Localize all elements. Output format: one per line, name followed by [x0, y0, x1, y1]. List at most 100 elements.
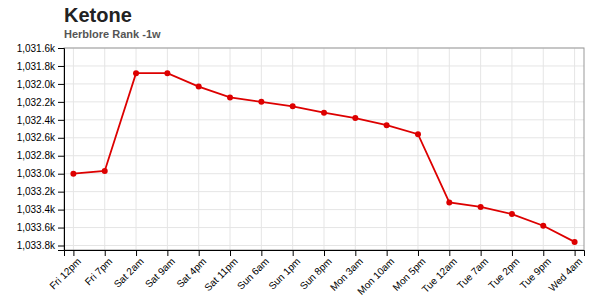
- point: [196, 84, 202, 90]
- y-tick: 1,033.2k: [17, 186, 64, 197]
- x-tick-label: Sat 2am: [112, 256, 146, 290]
- x-tick-label: Fri 12pm: [47, 256, 83, 292]
- grid-line: [198, 48, 199, 250]
- y-tick-label: 1,032.2k: [17, 97, 56, 108]
- y-tick-label: 1,033.4k: [17, 204, 56, 215]
- x-axis-line: [65, 251, 585, 257]
- point: [70, 171, 76, 177]
- grid-line: [167, 48, 168, 250]
- x-tick-mark: [230, 250, 231, 256]
- x-tick-mark: [105, 250, 106, 256]
- y-tick: 1,032.4k: [17, 115, 64, 126]
- x-tick-mark: [387, 250, 388, 256]
- chart: Ketone Herblore Rank -1w1,031.6k 1,031.8k 1…: [0, 0, 600, 300]
- x-tick-mark: [293, 250, 294, 256]
- plot-frame: [64, 48, 584, 250]
- x-tick-mark: [324, 250, 325, 256]
- y-tick-mark: [58, 138, 64, 139]
- point: [572, 239, 578, 245]
- y-tick: 1,031.6k: [17, 43, 64, 54]
- x-tick: Tue 2pm: [486, 250, 521, 291]
- point: [509, 211, 515, 217]
- x-tick-label: Sun 1pm: [266, 256, 302, 292]
- point: [321, 110, 327, 116]
- grid-line: [104, 48, 105, 250]
- y-tick-mark: [58, 66, 64, 67]
- x-tick: Mon 10am: [355, 250, 396, 297]
- y-tick-label: 1,033.2k: [17, 186, 56, 197]
- x-tick: Sat 2am: [112, 250, 146, 290]
- y-tick: 1,033.0k: [17, 168, 64, 179]
- x-axis: Fri 12pmFri 7pmSat 2amSat 9amSat 4pmSat …: [47, 250, 584, 297]
- y-tick-label: 1,033.6k: [17, 222, 56, 233]
- x-tick: Sun 1pm: [266, 250, 302, 292]
- grid-line: [449, 48, 450, 250]
- y-axis: 1,031.6k1,031.8k1,032.0k1,032.2k1,032.4k…: [17, 43, 65, 252]
- line: [73, 73, 574, 242]
- grid-line: [355, 48, 356, 250]
- y-tick-label: 1,032.6k: [17, 132, 56, 143]
- x-tick: Sat 9am: [143, 250, 177, 290]
- point: [540, 223, 546, 229]
- y-tick: 1,033.8k: [17, 240, 64, 251]
- grid-line: [480, 48, 481, 250]
- y-tick-label: 1,033.0k: [17, 168, 56, 179]
- y-tick-mark: [58, 156, 64, 157]
- y-tick-mark: [58, 84, 64, 85]
- point: [478, 204, 484, 210]
- x-tick-mark: [355, 250, 356, 256]
- x-tick-label: Sun 6am: [235, 256, 271, 292]
- y-tick-mark: [58, 120, 64, 121]
- x-tick: Wed 4am: [546, 250, 584, 294]
- grid-line: [574, 48, 575, 250]
- point: [227, 94, 233, 100]
- y-axis-line: [58, 49, 65, 251]
- x-tick-mark: [449, 250, 450, 256]
- grid-line: [73, 48, 74, 250]
- y-tick: 1,032.6k: [17, 132, 64, 143]
- x-tick-mark: [199, 250, 200, 256]
- x-tick-label: Sat 9am: [143, 256, 177, 290]
- y-tick-label: 1,032.4k: [17, 115, 56, 126]
- title: Ketone: [64, 4, 132, 26]
- x-tick: Fri 7pm: [83, 250, 115, 287]
- x-tick-label: Fri 7pm: [83, 256, 115, 288]
- x-tick-label: Tue 12am: [420, 256, 459, 295]
- point: [384, 122, 390, 128]
- x-tick-label: Mon 10am: [355, 256, 396, 297]
- x-tick-mark: [481, 250, 482, 256]
- grid: [64, 48, 584, 250]
- grid-line: [136, 48, 137, 250]
- x-tick: Tue 12am: [420, 250, 459, 295]
- y-tick-label: 1,031.8k: [17, 61, 56, 72]
- grid-line: [511, 48, 512, 250]
- y-tick-mark: [58, 192, 64, 193]
- x-tick: Sun 6am: [235, 250, 271, 292]
- x-tick: Fri 12pm: [47, 250, 83, 291]
- x-tick-mark: [73, 250, 74, 256]
- marks: [70, 70, 577, 245]
- y-tick-mark: [58, 48, 64, 49]
- y-tick-mark: [58, 228, 64, 229]
- point: [133, 70, 139, 76]
- x-tick-label: Sat 11pm: [202, 256, 240, 294]
- grid-line: [543, 48, 544, 250]
- x-tick-mark: [575, 250, 576, 256]
- y-tick-label: 1,032.8k: [17, 150, 56, 161]
- y-tick: 1,031.8k: [17, 61, 64, 72]
- y-tick: 1,033.6k: [17, 222, 64, 233]
- grid-line: [386, 48, 387, 250]
- point: [290, 103, 296, 109]
- y-tick-mark: [58, 246, 64, 247]
- x-tick-label: Tue 7am: [455, 256, 490, 291]
- grid-line: [261, 48, 262, 250]
- point: [446, 199, 452, 205]
- grid-line: [417, 48, 418, 250]
- x-tick-mark: [543, 250, 544, 256]
- grid-line: [292, 48, 293, 250]
- plot: 1,031.6k1,031.8k1,032.0k1,032.2k1,032.4k…: [17, 43, 585, 297]
- point: [102, 168, 108, 174]
- x-tick-mark: [512, 250, 513, 256]
- x-tick-mark: [261, 250, 262, 256]
- subtitle: Herblore Rank -1w: [64, 28, 161, 40]
